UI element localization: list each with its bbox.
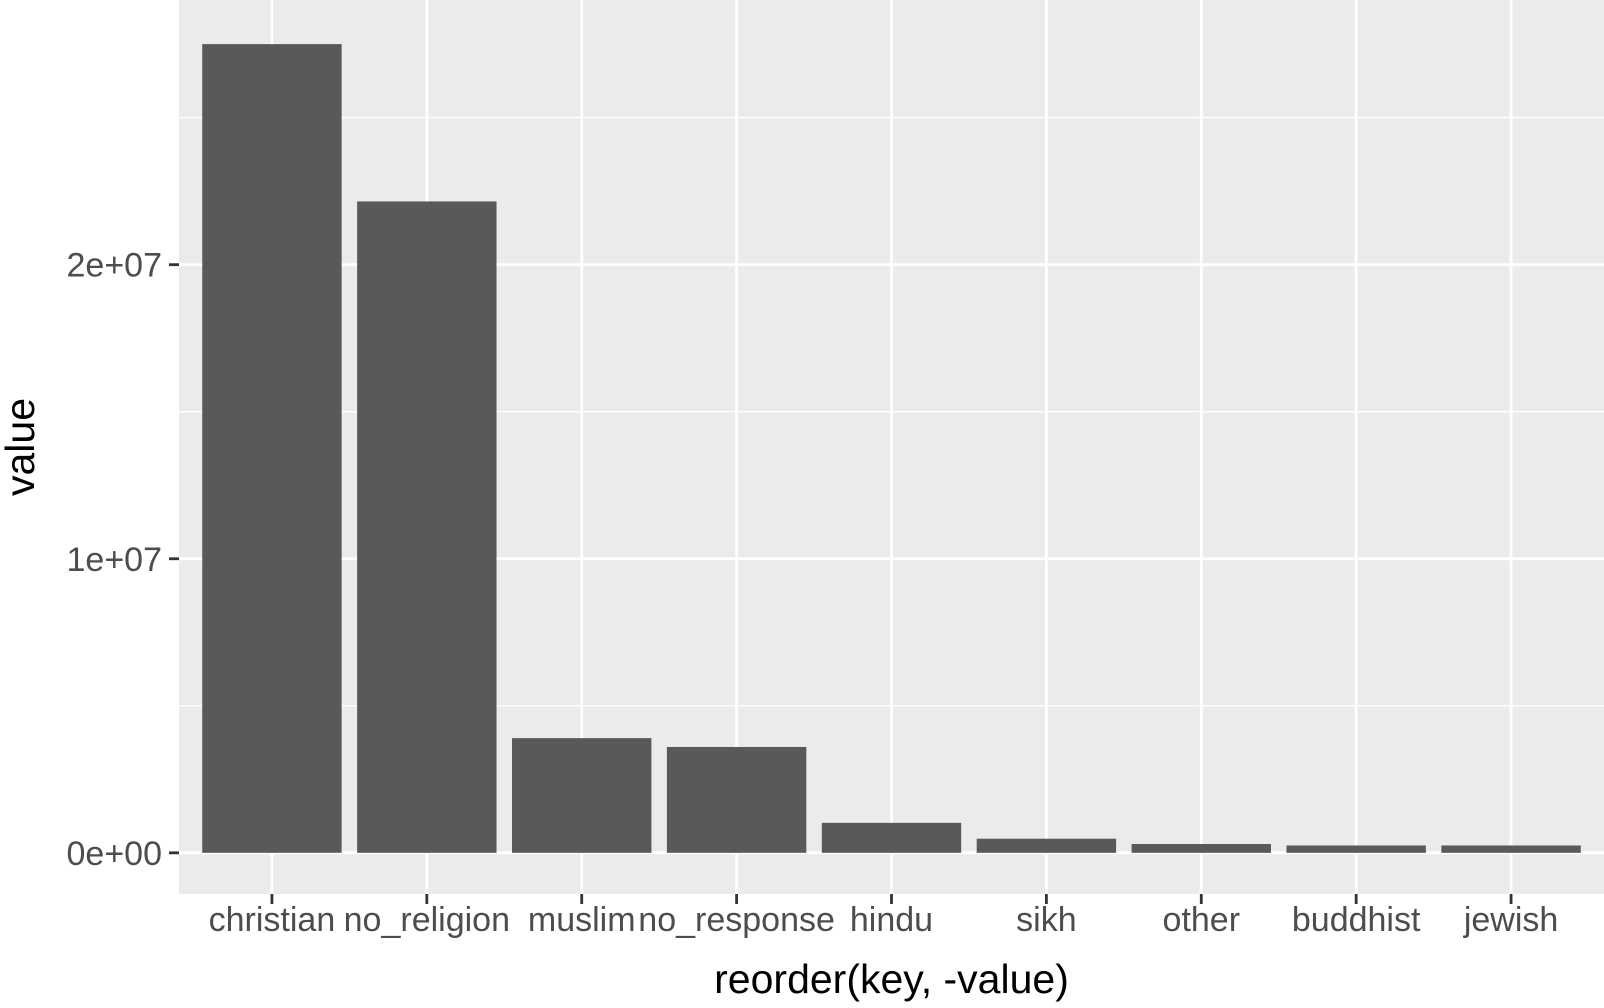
y-axis: 0e+00 1e+07 2e+07 — [67, 247, 179, 873]
y-tick-label: 2e+07 — [67, 247, 163, 285]
x-tick-label: no_response — [638, 901, 835, 939]
x-tick-label: no_religion — [344, 901, 510, 939]
x-tick-label: sikh — [1016, 901, 1076, 939]
x-axis-title: reorder(key, -value) — [714, 956, 1069, 1002]
x-tick-label: hindu — [850, 901, 933, 939]
bar-series — [202, 44, 1581, 853]
x-tick-label: other — [1163, 901, 1241, 939]
x-tick-label: buddhist — [1292, 901, 1421, 939]
bar-hindu — [821, 822, 962, 853]
bar-no_religion — [357, 201, 497, 853]
y-axis-title: value — [0, 398, 43, 496]
bar-buddhist — [1286, 845, 1426, 853]
bar-jewish — [1441, 845, 1581, 853]
bar-sikh — [976, 838, 1117, 853]
x-tick-label: jewish — [1463, 901, 1558, 939]
x-tick-label: christian — [209, 901, 336, 939]
x-tick-label: muslim — [528, 901, 636, 939]
x-axis: christian no_religion muslim no_response hin… — [209, 894, 1558, 939]
bar-christian — [202, 44, 342, 853]
bar-no_response — [666, 746, 807, 853]
y-tick-label: 0e+00 — [67, 835, 163, 873]
bar-other — [1131, 844, 1271, 853]
major-grid-lines — [179, 0, 1604, 894]
y-tick-label: 1e+07 — [67, 541, 163, 579]
bar-muslim — [512, 738, 652, 853]
